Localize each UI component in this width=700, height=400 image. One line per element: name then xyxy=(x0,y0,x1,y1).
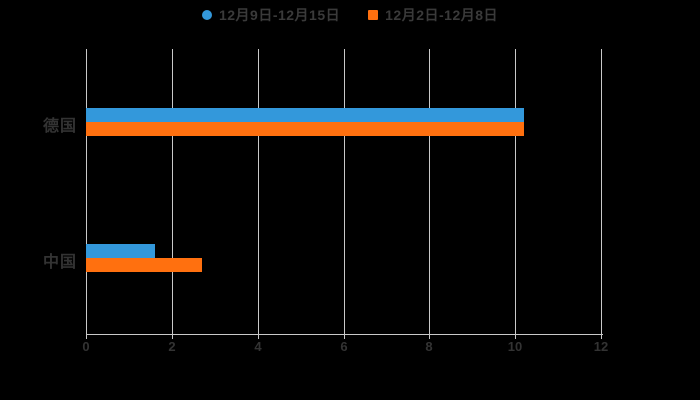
x-tick-mark xyxy=(172,335,173,339)
x-tick-label-12: 12 xyxy=(593,339,609,354)
y-label-germany: 德国 xyxy=(42,117,77,135)
x-tick-mark xyxy=(258,335,259,339)
gridline xyxy=(86,49,87,334)
bar-中国-series0[interactable] xyxy=(86,244,155,258)
gridline xyxy=(429,49,430,334)
x-tick-mark xyxy=(344,335,345,339)
gridline xyxy=(344,49,345,334)
x-tick-mark xyxy=(86,335,87,339)
legend-label-week2: 12月9日-12月15日 xyxy=(218,7,341,23)
gridline xyxy=(601,49,602,334)
x-tick-label-8: 8 xyxy=(425,339,433,354)
x-tick-mark xyxy=(515,335,516,339)
bar-德国-series0[interactable] xyxy=(86,107,524,122)
legend: 12月9日-12月15日 12月2日-12月8日 xyxy=(0,2,700,28)
gridline xyxy=(172,49,173,334)
legend-item-week1[interactable]: 12月2日-12月8日 xyxy=(368,5,498,25)
bar-中国-series1[interactable] xyxy=(86,258,202,272)
x-tick-mark xyxy=(429,335,430,339)
bar-德国-series1[interactable] xyxy=(86,121,524,136)
plot-area xyxy=(86,49,603,339)
y-label-china: 中国 xyxy=(42,254,77,271)
x-tick-mark xyxy=(601,335,602,339)
legend-item-week2[interactable]: 12月9日-12月15日 xyxy=(201,5,341,25)
gridline xyxy=(515,49,516,334)
x-tick-label-2: 2 xyxy=(168,339,176,354)
legend-circle-marker-icon xyxy=(201,10,212,20)
legend-label-week1: 12月2日-12月8日 xyxy=(385,7,499,23)
x-tick-label-0: 0 xyxy=(82,339,90,354)
x-tick-label-4: 4 xyxy=(254,339,262,354)
gridline xyxy=(258,49,259,334)
x-tick-label-10: 10 xyxy=(507,339,523,354)
x-tick-label-6: 6 xyxy=(340,339,348,354)
x-axis-line xyxy=(86,334,603,335)
legend-square-marker-icon xyxy=(368,10,379,20)
